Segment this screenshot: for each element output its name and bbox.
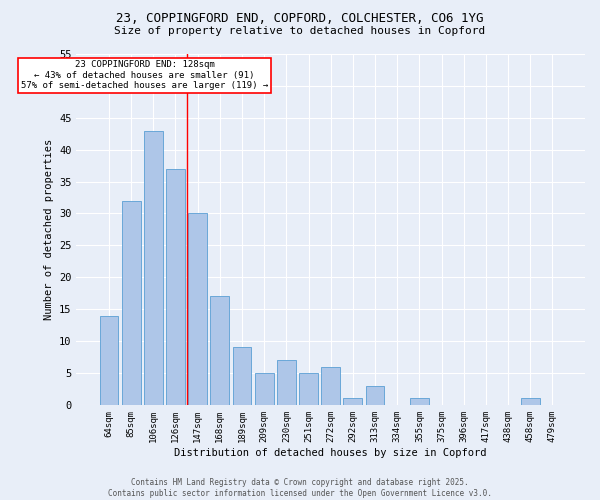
Bar <box>144 130 163 405</box>
Bar <box>277 360 296 405</box>
Bar <box>343 398 362 405</box>
Bar <box>299 373 318 405</box>
Y-axis label: Number of detached properties: Number of detached properties <box>44 139 53 320</box>
Bar <box>100 316 118 405</box>
Bar <box>122 200 140 405</box>
Bar <box>255 373 274 405</box>
Bar <box>211 296 229 405</box>
Text: 23, COPPINGFORD END, COPFORD, COLCHESTER, CO6 1YG: 23, COPPINGFORD END, COPFORD, COLCHESTER… <box>116 12 484 26</box>
Bar <box>166 169 185 405</box>
Bar <box>188 214 207 405</box>
Text: Size of property relative to detached houses in Copford: Size of property relative to detached ho… <box>115 26 485 36</box>
Text: 23 COPPINGFORD END: 128sqm
← 43% of detached houses are smaller (91)
57% of semi: 23 COPPINGFORD END: 128sqm ← 43% of deta… <box>21 60 268 90</box>
Bar <box>365 386 385 405</box>
Bar <box>521 398 540 405</box>
Bar <box>233 348 251 405</box>
X-axis label: Distribution of detached houses by size in Copford: Distribution of detached houses by size … <box>175 448 487 458</box>
Text: Contains HM Land Registry data © Crown copyright and database right 2025.
Contai: Contains HM Land Registry data © Crown c… <box>108 478 492 498</box>
Bar <box>410 398 429 405</box>
Bar <box>321 366 340 405</box>
